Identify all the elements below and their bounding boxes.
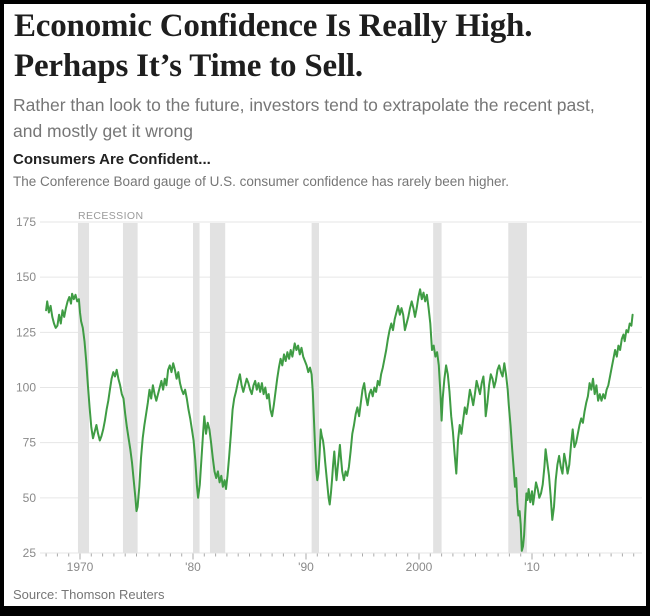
chart-subtitle: The Conference Board gauge of U.S. consu…: [13, 174, 510, 189]
x-axis-label: 1970: [67, 560, 94, 574]
x-axis-label: '90: [298, 560, 314, 574]
recession-band: [311, 223, 319, 553]
y-axis-label: 125: [16, 325, 36, 339]
chart-title: Consumers Are Confident...: [13, 151, 211, 168]
recession-band: [77, 223, 90, 553]
recession-band: [209, 223, 226, 553]
article-dek: Rather than look to the future, investor…: [13, 95, 595, 141]
y-axis-label: 175: [16, 215, 36, 229]
y-axis-label: 25: [23, 546, 37, 560]
recession-band: [433, 223, 442, 553]
y-axis-label: 150: [16, 270, 36, 284]
headline-line-2: Perhaps It’s Time to Sell.: [14, 48, 363, 84]
y-axis-label: 100: [16, 381, 36, 395]
x-axis-label: '80: [185, 560, 201, 574]
x-axis-label: 2000: [406, 560, 433, 574]
x-axis-label: '10: [524, 560, 540, 574]
y-axis-label: 50: [23, 491, 37, 505]
source-credit: Source: Thomson Reuters: [13, 587, 165, 602]
confidence-line: [45, 288, 634, 552]
y-axis-label: 75: [23, 436, 37, 450]
headline-line-1: Economic Confidence Is Really High.: [14, 8, 533, 44]
recession-band: [122, 223, 138, 553]
recession-band: [193, 223, 200, 553]
article-headline: Economic Confidence Is Really High. Perh…: [14, 6, 634, 86]
recession-annotation: RECESSION: [78, 210, 144, 222]
